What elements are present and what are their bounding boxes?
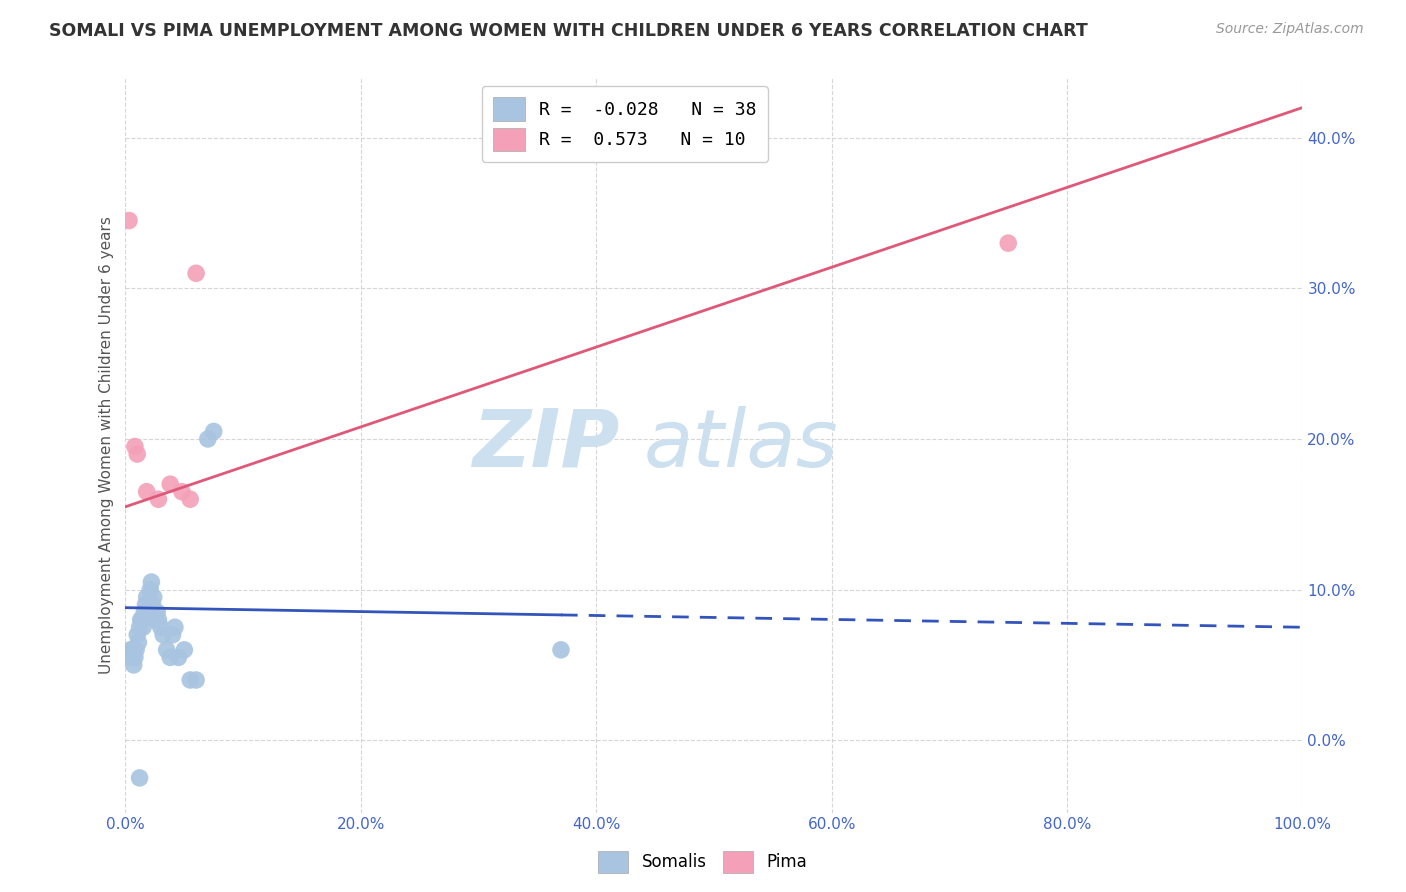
Point [162,628,184,642]
Point [148,613,170,627]
Point [197,432,219,446]
Point [159,477,181,491]
Point [127,635,149,649]
Legend: Somalis, Pima: Somalis, Pima [592,845,814,880]
Text: Source: ZipAtlas.com: Source: ZipAtlas.com [1216,22,1364,37]
Point [156,643,179,657]
Point [184,266,207,280]
Point [124,650,146,665]
Point [159,650,181,665]
Point [134,605,156,619]
Point [152,628,174,642]
Point [128,771,150,785]
Point [141,598,163,612]
Point [132,620,155,634]
Text: ZIP: ZIP [472,406,620,484]
Y-axis label: Unemployment Among Women with Children Under 6 years: Unemployment Among Women with Children U… [100,216,114,674]
Point [179,492,201,507]
Point [173,643,195,657]
Point [170,484,193,499]
Point [135,484,157,499]
Point [128,620,150,634]
Point [120,643,142,657]
Point [141,575,163,590]
Point [167,650,190,665]
Point [142,590,165,604]
Point [118,213,141,227]
Point [148,492,170,507]
Point [129,613,152,627]
Point [997,236,1019,251]
Point [125,643,148,657]
Point [127,447,149,461]
Legend: R =  -0.028   N = 38, R =  0.573   N = 10: R = -0.028 N = 38, R = 0.573 N = 10 [482,87,768,161]
Point [131,613,153,627]
Point [135,590,157,604]
Point [139,582,162,597]
Point [124,440,146,454]
Point [184,673,207,687]
Text: SOMALI VS PIMA UNEMPLOYMENT AMONG WOMEN WITH CHILDREN UNDER 6 YEARS CORRELATION : SOMALI VS PIMA UNEMPLOYMENT AMONG WOMEN … [49,22,1088,40]
Point [136,605,159,619]
Point [163,620,186,634]
Text: atlas: atlas [644,406,838,484]
Point [149,620,172,634]
Point [121,643,143,657]
Point [138,598,160,612]
Point [122,657,145,672]
Point [179,673,201,687]
Point [202,425,225,439]
Point [127,628,149,642]
Point [120,650,142,665]
Point [143,613,166,627]
Point [134,598,156,612]
Point [146,605,169,619]
Point [550,643,572,657]
